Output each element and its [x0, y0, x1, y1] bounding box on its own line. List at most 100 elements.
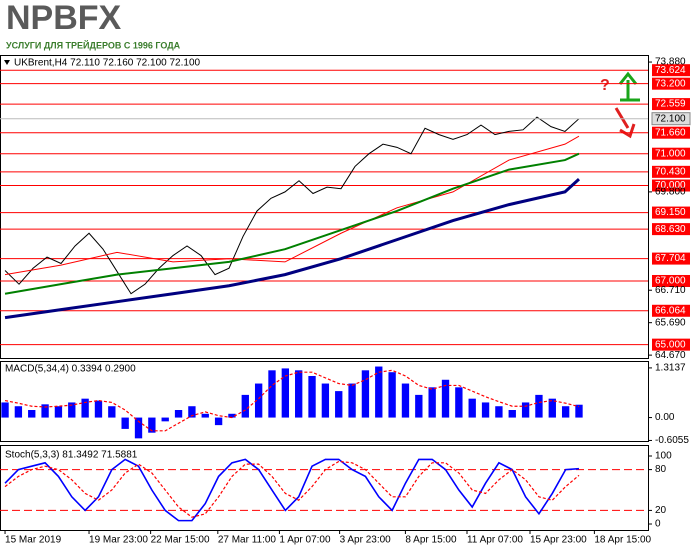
level-label-box: [652, 206, 690, 219]
macd-title: MACD(5,34,4) 0.3394 0.2900: [5, 364, 136, 375]
level-label-box: [652, 64, 690, 77]
y-tick-label: 66.710: [655, 285, 686, 296]
histogram-bar: [415, 394, 423, 418]
level-label: 67.704: [655, 253, 686, 264]
histogram-bar: [481, 402, 490, 418]
histogram-bar: [94, 400, 103, 418]
x-tick-label: 11 Apr 07:00: [467, 535, 523, 546]
y-tick-label: 1.3137: [655, 363, 686, 374]
histogram-bar: [295, 370, 303, 418]
histogram-bar: [254, 383, 263, 418]
y-tick-label: -0.6055: [655, 435, 689, 446]
y-tick-label: 0.00: [655, 412, 675, 423]
histogram-bar: [321, 383, 330, 418]
x-tick-label: 3 Apr 23:00: [340, 535, 392, 546]
stoch-panel: [0, 445, 649, 531]
level-label-box: [652, 223, 690, 236]
histogram-bar: [148, 417, 156, 433]
main-panel: [0, 55, 649, 359]
histogram-bar: [81, 398, 89, 418]
level-label: 67.000: [655, 276, 686, 287]
level-label-box: [652, 165, 690, 178]
histogram-bar: [214, 417, 223, 426]
x-tick-label: 15 Mar 2019: [5, 535, 62, 546]
level-label: 70.000: [655, 180, 686, 191]
y-tick-label: 80: [655, 464, 667, 475]
level-label: 73.624: [655, 65, 686, 76]
histogram-bar: [188, 406, 196, 418]
x-tick-label: 8 Apr 15:00: [405, 535, 457, 546]
level-label-box: [652, 179, 690, 192]
histogram-bar: [495, 406, 503, 418]
histogram-bar: [68, 402, 76, 418]
moving-average: [4, 152, 580, 295]
histogram-bar: [348, 383, 356, 418]
level-label: 73.200: [655, 78, 686, 89]
histogram-bar: [548, 398, 556, 418]
stoch-title: Stoch(5,3,3) 81.3492 71.5881: [5, 450, 138, 461]
y-tick-label: 100: [655, 451, 672, 462]
indicator-line: [4, 369, 580, 432]
histogram-bar: [134, 417, 143, 439]
y-tick-label: 20: [655, 505, 667, 516]
level-label: 71.000: [655, 148, 686, 159]
symbol-icon: [4, 60, 10, 65]
indicator-line: [4, 458, 580, 522]
y-tick-label: 69.800: [655, 187, 686, 198]
histogram-bar: [14, 406, 23, 418]
histogram-bar: [335, 391, 343, 418]
histogram-bar: [441, 379, 450, 418]
histogram-bar: [455, 387, 463, 418]
y-tick-label: 64.670: [655, 350, 686, 361]
x-tick-label: 15 Apr 23:00: [530, 535, 587, 546]
level-label-box: [652, 338, 690, 351]
macd-panel: [0, 361, 649, 442]
moving-average: [4, 178, 580, 320]
histogram-bar: [174, 410, 183, 418]
moving-average: [4, 135, 580, 276]
histogram-bar: [375, 366, 383, 418]
histogram-bar: [108, 406, 116, 418]
histogram-bar: [201, 413, 209, 418]
histogram-bar: [268, 370, 276, 418]
x-tick-label: 19 Mar 23:00: [89, 535, 148, 546]
y-tick-label: 73.880: [655, 57, 686, 68]
histogram-bar: [241, 394, 249, 418]
histogram-bar: [228, 413, 236, 418]
level-label: 70.430: [655, 166, 686, 177]
level-label: 69.150: [655, 207, 686, 218]
histogram-bar: [508, 410, 516, 418]
level-label-box: [652, 98, 690, 111]
histogram-bar: [561, 406, 570, 418]
histogram-bar: [521, 402, 530, 418]
histogram-bar: [308, 375, 316, 418]
current-price-label: 72.100: [655, 113, 686, 124]
histogram-bar: [575, 404, 583, 418]
tagline: УСЛУГИ ДЛЯ ТРЕЙДЕРОВ С 1996 ГОДА: [6, 39, 181, 50]
down-arrow: [614, 107, 636, 139]
x-tick-label: 27 Mar 11:00: [218, 535, 277, 546]
histogram-bar: [1, 402, 9, 418]
logo: NPBFX: [6, 0, 122, 37]
x-tick-label: 18 Apr 15:00: [594, 535, 651, 546]
histogram-bar: [28, 410, 36, 418]
histogram-bar: [388, 372, 396, 418]
level-label-box: [652, 252, 690, 265]
indicator-line: [4, 460, 580, 518]
level-label: 68.630: [655, 224, 686, 235]
histogram-bar: [468, 398, 476, 418]
level-label-box: [652, 126, 690, 139]
x-tick-label: 22 Mar 15:00: [151, 535, 210, 546]
histogram-bar: [161, 417, 169, 422]
y-tick-label: 65.690: [655, 317, 686, 328]
y-tick-label: 0: [655, 519, 661, 530]
histogram-bar: [535, 394, 543, 418]
histogram-bar: [428, 387, 436, 418]
level-label-box: [652, 77, 690, 90]
level-label: 66.064: [655, 305, 686, 316]
histogram-bar: [41, 404, 49, 418]
level-label: 72.559: [655, 99, 686, 110]
level-label: 71.660: [655, 127, 686, 138]
